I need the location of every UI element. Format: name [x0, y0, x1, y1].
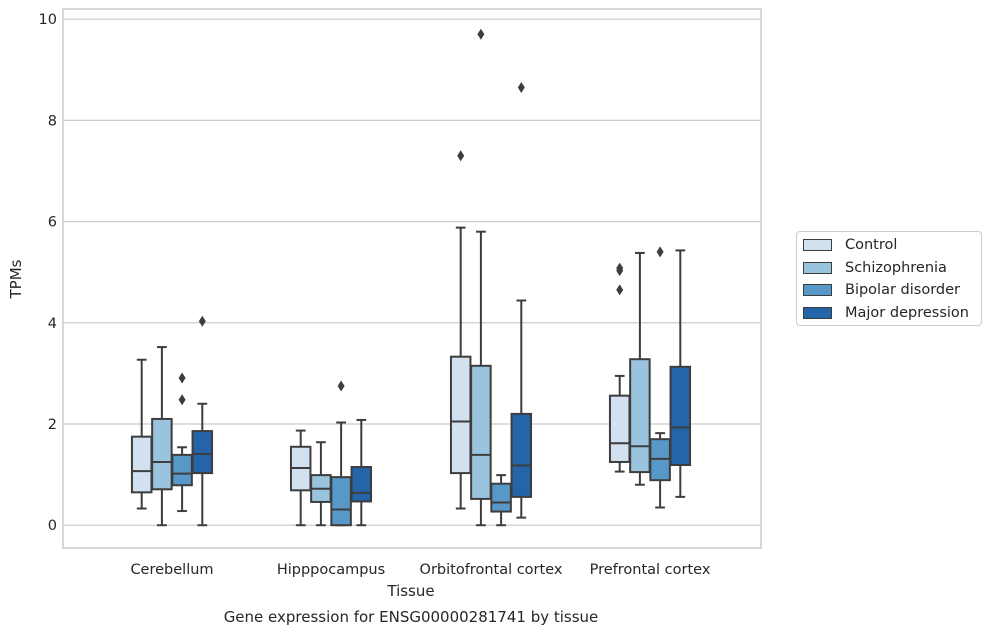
outlier-point — [517, 81, 525, 93]
chart-caption: Gene expression for ENSG00000281741 by t… — [224, 608, 599, 626]
box-iqr — [669, 365, 692, 466]
box-iqr — [130, 435, 153, 494]
box-iqr — [490, 482, 512, 513]
legend-label-control: Control — [845, 237, 898, 253]
outlier-point — [457, 150, 465, 162]
box-control-3 — [608, 262, 631, 473]
chart-legend: Control Schizophrenia Bipolar disorder M… — [796, 231, 982, 326]
box-schizophrenia-3 — [629, 251, 651, 486]
box-iqr — [470, 364, 492, 500]
outlier-point — [178, 372, 186, 384]
box-bipolar-disorder-2 — [490, 474, 512, 527]
y-tick-label: 8 — [48, 113, 57, 129]
box-major-depression-3 — [669, 249, 692, 498]
x-tick-label: Cerebellum — [130, 562, 213, 578]
box-schizophrenia-0 — [151, 346, 173, 527]
box-iqr — [191, 430, 214, 475]
outlier-point — [178, 394, 186, 406]
box-iqr — [171, 453, 193, 487]
legend-item-control: Control — [803, 235, 897, 255]
x-tick-label: Orbitofrontal cortex — [420, 562, 563, 578]
box-iqr — [510, 412, 533, 498]
box-iqr — [608, 394, 631, 463]
legend-swatch-schizophrenia — [803, 262, 832, 274]
box-schizophrenia-2 — [470, 28, 492, 527]
outlier-point — [337, 380, 345, 392]
legend-item-bipolar-disorder: Bipolar disorder — [803, 280, 960, 300]
y-tick-label: 6 — [48, 215, 57, 231]
outlier-point — [616, 284, 624, 296]
legend-label-major-depression: Major depression — [845, 305, 969, 321]
x-tick-label: Hipppocampus — [277, 562, 385, 578]
axis-layer: 0 2 4 6 8 10 Cerebellum Hipppocampus Orbitofront… — [39, 12, 711, 578]
box-schizophrenia-1 — [310, 441, 332, 527]
box-iqr — [151, 417, 173, 491]
box-layer — [130, 28, 692, 527]
box-iqr — [449, 355, 472, 475]
box-major-depression-2 — [510, 81, 533, 519]
box-bipolar-disorder-1 — [330, 380, 352, 527]
box-iqr — [350, 466, 373, 503]
box-bipolar-disorder-3 — [649, 246, 671, 509]
y-tick-label: 2 — [48, 417, 57, 433]
box-iqr — [330, 476, 352, 527]
plot-frame — [62, 8, 762, 549]
outlier-point — [477, 28, 485, 40]
box-control-2 — [449, 150, 472, 510]
box-iqr — [629, 358, 651, 474]
x-tick-label: Prefrontal cortex — [590, 562, 711, 578]
legend-item-major-depression: Major depression — [803, 303, 969, 323]
outlier-point — [198, 315, 206, 327]
box-control-0 — [130, 358, 153, 510]
legend-label-schizophrenia: Schizophrenia — [845, 260, 947, 276]
box-bipolar-disorder-0 — [171, 372, 193, 513]
legend-item-schizophrenia: Schizophrenia — [803, 258, 947, 278]
legend-swatch-major-depression — [803, 307, 832, 319]
y-tick-label: 10 — [39, 12, 57, 28]
outlier-point — [656, 246, 664, 258]
box-major-depression-0 — [191, 315, 214, 527]
y-tick-label: 0 — [48, 518, 57, 534]
legend-swatch-control — [803, 239, 832, 251]
outlier-point — [616, 262, 624, 274]
box-control-1 — [289, 429, 312, 527]
grid-layer — [63, 18, 761, 526]
y-tick-label: 4 — [48, 316, 57, 332]
legend-label-bipolar-disorder: Bipolar disorder — [845, 282, 960, 298]
y-axis-label: TPMs — [7, 259, 25, 299]
legend-swatch-bipolar-disorder — [803, 284, 832, 296]
box-major-depression-1 — [350, 418, 373, 527]
x-axis-label: Tissue — [386, 582, 434, 600]
